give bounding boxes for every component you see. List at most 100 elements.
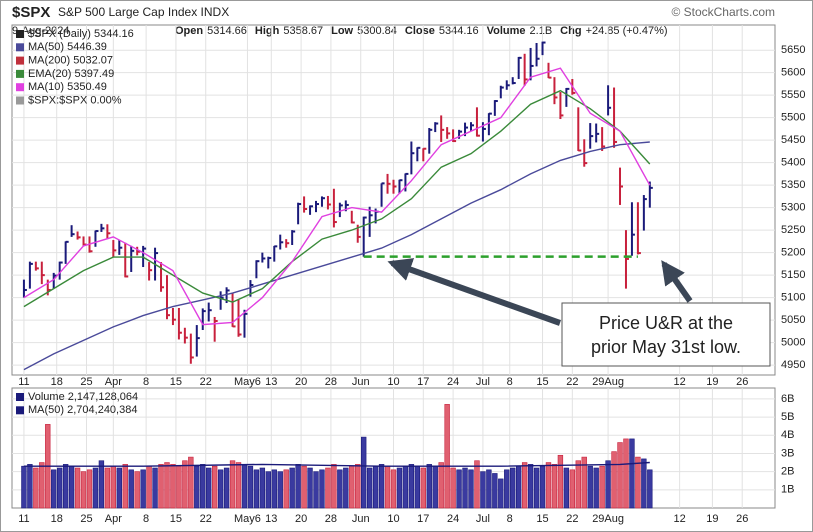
volume-bar bbox=[253, 469, 260, 509]
legend-label: $SPX (Daily) 5344.16 bbox=[28, 28, 134, 40]
annotation-text: prior May 31st low. bbox=[591, 337, 741, 357]
volume-bar bbox=[420, 467, 426, 509]
y-tick-label: 5650 bbox=[781, 44, 805, 56]
stat-value: 5358.67 bbox=[283, 25, 323, 37]
y-tick-label: 5100 bbox=[781, 292, 805, 304]
volume-bar bbox=[468, 469, 474, 509]
y-tick-label: 5450 bbox=[781, 134, 805, 146]
x-tick-label: 8 bbox=[143, 376, 149, 388]
volume-bar bbox=[617, 442, 623, 509]
stat-label: Close bbox=[405, 25, 435, 37]
x-tick-label: 22 bbox=[200, 376, 212, 388]
x-tick-label: 26 bbox=[736, 513, 748, 525]
x-tick-label: 15 bbox=[170, 376, 182, 388]
volume-bar bbox=[313, 471, 319, 509]
volume-bar bbox=[545, 462, 552, 509]
y-tick-label: 5400 bbox=[781, 157, 805, 169]
volume-bar bbox=[325, 467, 331, 509]
stat-value: 5314.66 bbox=[207, 25, 247, 37]
legend-label: EMA(20) 5397.49 bbox=[28, 68, 114, 80]
stat-label: Volume bbox=[487, 25, 526, 37]
volume-bar bbox=[51, 469, 57, 509]
volume-bar bbox=[605, 460, 611, 509]
volume-bar bbox=[611, 451, 617, 509]
volume-bar bbox=[635, 456, 641, 509]
y-tick-label: 5350 bbox=[781, 179, 805, 191]
y-tick-label: 4950 bbox=[781, 359, 805, 371]
x-tick-label: 24 bbox=[447, 376, 459, 388]
volume-bar bbox=[128, 469, 134, 509]
y-tick-label: 5200 bbox=[781, 247, 805, 259]
volume-bar bbox=[510, 467, 516, 509]
annotation-box bbox=[561, 302, 771, 367]
x-tick-label: Apr bbox=[105, 376, 122, 388]
indicator-line bbox=[23, 141, 650, 371]
x-tick-label: 19 bbox=[706, 376, 718, 388]
volume-bar bbox=[164, 462, 170, 509]
stat-label: High bbox=[255, 25, 280, 37]
volume-bar bbox=[247, 465, 254, 509]
volume-bar bbox=[289, 467, 295, 509]
volume-bar bbox=[408, 464, 415, 509]
volume-bar bbox=[533, 467, 540, 509]
x-tick-label: 29Aug bbox=[592, 513, 624, 525]
volume-bar bbox=[444, 404, 450, 509]
volume-bar bbox=[140, 469, 146, 509]
volume-bar bbox=[271, 469, 277, 509]
volume-bar bbox=[432, 465, 438, 509]
x-tick-label: 28 bbox=[325, 376, 337, 388]
indicator-line bbox=[23, 461, 650, 467]
volume-bar bbox=[211, 465, 218, 509]
x-tick-label: 22 bbox=[566, 513, 578, 525]
volume-bar bbox=[331, 464, 337, 509]
legend-label: MA(50) 2,704,240,384 bbox=[28, 404, 137, 416]
volume-bar bbox=[301, 465, 307, 509]
x-tick-label: 13 bbox=[265, 513, 277, 525]
volume-bar bbox=[361, 436, 367, 509]
stat-label: Low bbox=[331, 25, 353, 37]
volume-bar bbox=[504, 469, 510, 509]
x-tick-label: 20 bbox=[295, 376, 307, 388]
stat-label: Chg bbox=[560, 25, 581, 37]
volume-bar bbox=[152, 467, 158, 509]
x-tick-label: Jul bbox=[476, 513, 490, 525]
x-tick-label: 22 bbox=[566, 376, 578, 388]
volume-bar bbox=[355, 464, 361, 509]
volume-bar bbox=[378, 464, 385, 509]
volume-bar bbox=[402, 465, 409, 509]
volume-bar bbox=[527, 464, 534, 509]
x-tick-label: 19 bbox=[706, 513, 718, 525]
x-tick-label: 10 bbox=[387, 376, 399, 388]
x-tick-label: 28 bbox=[325, 513, 337, 525]
volume-bar bbox=[551, 464, 558, 509]
legend-swatch bbox=[16, 406, 24, 415]
legend-swatch bbox=[16, 393, 24, 401]
volume-bar bbox=[98, 460, 105, 509]
legend-label: MA(10) 5350.49 bbox=[28, 81, 107, 93]
volume-bar bbox=[194, 465, 200, 509]
x-tick-label: 18 bbox=[51, 513, 63, 525]
volume-bar bbox=[62, 464, 69, 509]
x-tick-label: 17 bbox=[417, 513, 429, 525]
volume-bar bbox=[110, 465, 117, 509]
credit: © StockCharts.com bbox=[671, 5, 775, 19]
x-tick-label: 29Aug bbox=[592, 376, 624, 388]
volume-bar bbox=[188, 456, 194, 509]
volume-bar bbox=[307, 467, 313, 509]
volume-bar bbox=[384, 465, 391, 509]
x-tick-label: 11 bbox=[18, 513, 29, 525]
volume-bar bbox=[265, 471, 272, 509]
volume-bar bbox=[629, 438, 635, 509]
x-tick-label: 10 bbox=[387, 513, 399, 525]
volume-bar bbox=[80, 471, 87, 509]
volume-bar bbox=[337, 469, 343, 509]
y-tick-label: 1B bbox=[781, 484, 794, 496]
stat-label: Open bbox=[175, 25, 203, 37]
volume-bar bbox=[146, 465, 152, 509]
x-tick-label: 18 bbox=[51, 376, 63, 388]
volume-bar bbox=[319, 469, 325, 509]
volume-bar bbox=[390, 469, 397, 509]
legend-swatch bbox=[16, 43, 24, 52]
legend-label: Volume 2,147,128,064 bbox=[28, 391, 138, 403]
legend-swatch bbox=[16, 56, 24, 65]
